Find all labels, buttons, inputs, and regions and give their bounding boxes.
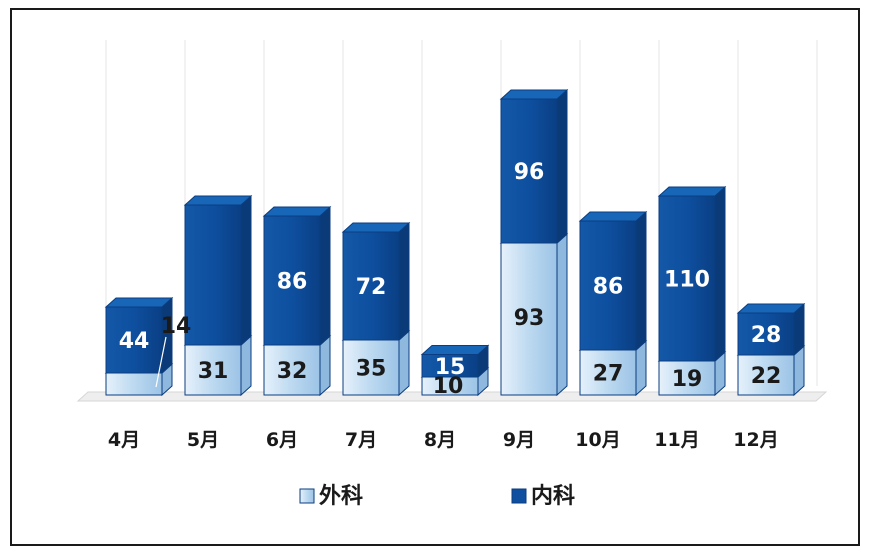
data-label-外科-5月: 31: [198, 359, 229, 384]
data-label-内科-8月: 15: [435, 355, 466, 380]
data-label-外科-12月: 22: [751, 364, 782, 389]
bar-外科-6月-side: [319, 334, 331, 397]
bar-内科-11月: [657, 185, 727, 363]
bar-内科-12月: [736, 302, 806, 357]
data-label-外科-4月: 14: [161, 314, 192, 339]
data-label-内科-10月: 86: [593, 275, 624, 300]
bar-内科-10月: [578, 210, 648, 352]
leader-line: [155, 336, 167, 388]
bar-内科-11月-front: [658, 195, 716, 362]
legend-swatch: [511, 488, 527, 504]
bar-内科-5月-side: [240, 194, 252, 347]
data-label-外科-8月: 10: [433, 374, 464, 399]
bar-内科-6月-side: [319, 205, 331, 347]
bar-内科-12月-front: [737, 312, 795, 356]
x-tick-label: 6月: [266, 429, 298, 451]
x-tick-label: 5月: [187, 429, 219, 451]
x-tick-label: 11月: [654, 429, 699, 451]
x-tick-label: 10月: [575, 429, 620, 451]
bar-内科-7月: [341, 221, 411, 342]
legend: 外科 内科: [299, 483, 575, 509]
legend-label: 外科: [319, 483, 363, 509]
bar-内科-7月-front: [342, 231, 400, 341]
data-label-外科-9月: 93: [514, 306, 545, 331]
bar-内科-9月-side: [556, 88, 568, 245]
bar-内科-10月-top: [578, 211, 648, 222]
x-tick-label: 4月: [108, 429, 140, 451]
data-label-内科-4月: 44: [119, 329, 150, 354]
bar-外科-9月-front: [500, 242, 558, 396]
bar-内科-4月-top: [104, 297, 174, 308]
data-label-内科-11月: 110: [664, 268, 710, 293]
x-tick-label: 12月: [733, 429, 778, 451]
x-tick-label: 9月: [503, 429, 535, 451]
bar-外科-6月-front: [263, 344, 321, 396]
bar-内科-12月-top: [736, 303, 806, 314]
data-label-内科-12月: 28: [751, 323, 782, 348]
legend-swatch: [299, 488, 315, 504]
bar-内科-5月-top: [183, 195, 253, 206]
data-label-内科-9月: 96: [514, 160, 545, 185]
data-label-外科-11月: 19: [672, 367, 703, 392]
bar-外科-7月-side: [398, 329, 410, 397]
bars: [104, 88, 806, 397]
bar-内科-9月: [499, 88, 569, 245]
bar-内科-8月: [420, 344, 490, 379]
bar-内科-9月-top: [499, 89, 569, 100]
bar-内科-11月-side: [714, 185, 726, 363]
data-label-内科-6月: 86: [277, 270, 308, 295]
data-label-外科-7月: 35: [356, 357, 387, 382]
bar-外科-9月: [499, 232, 569, 397]
legend-item-内科: 内科: [511, 484, 575, 509]
bar-内科-10月-side: [635, 210, 647, 352]
bar-外科-9月-side: [556, 232, 568, 397]
bar-外科-6月: [262, 334, 332, 397]
bar-内科-5月-front: [184, 204, 242, 346]
bar-内科-11月-top: [657, 186, 727, 197]
bar-内科-4月: [104, 296, 174, 375]
bar-内科-5月: [183, 194, 253, 347]
legend-item-外科: 外科: [299, 483, 363, 509]
bar-外科-7月-front: [342, 339, 400, 396]
bar-内科-8月-top: [420, 345, 490, 355]
x-tick-label: 7月: [345, 429, 377, 451]
bar-内科-6月-top: [262, 206, 332, 217]
bar-内科-6月-front: [263, 215, 321, 346]
bar-内科-6月: [262, 205, 332, 347]
data-label-外科-6月: 32: [277, 359, 308, 384]
data-label-外科-10月: 27: [593, 362, 624, 387]
legend-label: 内科: [531, 484, 575, 509]
bar-内科-7月-side: [398, 221, 410, 342]
bar-外科-4月-front: [105, 372, 163, 396]
x-axis-ticks: 4月 5月 6月 7月 8月 9月 10月 11月 12月: [108, 429, 779, 451]
data-label-内科-7月: 72: [356, 275, 387, 300]
bar-外科-5月-side: [240, 334, 252, 397]
bar-内科-7月-top: [341, 222, 411, 233]
x-tick-label: 8月: [424, 429, 456, 451]
